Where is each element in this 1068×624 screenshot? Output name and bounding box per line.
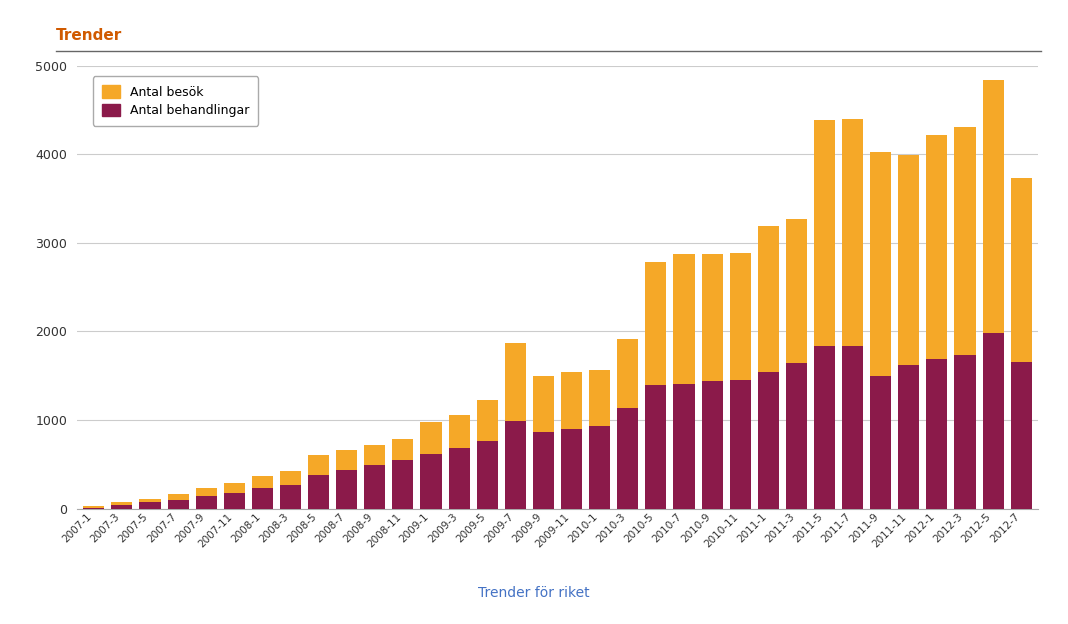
Bar [590,370,610,509]
Bar [224,483,245,509]
Bar [674,384,694,509]
Bar [870,152,891,509]
Bar [786,219,807,509]
Bar [168,500,189,509]
Bar [195,496,217,509]
Bar [702,254,723,509]
Bar [449,414,470,509]
Bar [983,333,1004,509]
Bar [280,485,301,509]
Bar [140,499,160,509]
Bar [729,253,751,509]
Bar [421,422,441,509]
Text: Trender: Trender [56,28,122,43]
Bar [364,465,386,509]
Bar [926,359,947,509]
Bar [505,421,525,509]
Bar [561,429,582,509]
Bar [645,384,666,509]
Bar [421,454,441,509]
Bar [561,372,582,509]
Bar [814,120,835,509]
Text: Trender för riket: Trender för riket [478,587,590,600]
Bar [617,339,639,509]
Bar [83,506,105,509]
Bar [898,365,920,509]
Bar [702,381,723,509]
Bar [870,376,891,509]
Bar [449,448,470,509]
Bar [252,488,273,509]
Bar [533,432,554,509]
Bar [168,494,189,509]
Bar [83,508,105,509]
Bar [729,379,751,509]
Bar [590,426,610,509]
Bar [758,372,779,509]
Legend: Antal besök, Antal behandlingar: Antal besök, Antal behandlingar [93,76,258,126]
Bar [476,441,498,509]
Bar [111,505,132,509]
Bar [955,355,975,509]
Bar [645,262,666,509]
Bar [140,502,160,509]
Bar [674,254,694,509]
Bar [758,226,779,509]
Bar [533,376,554,509]
Bar [955,127,975,509]
Bar [786,363,807,509]
Bar [392,439,413,509]
Bar [392,460,413,509]
Bar [308,475,329,509]
Bar [476,399,498,509]
Bar [252,475,273,509]
Bar [1010,178,1032,509]
Bar [842,346,863,509]
Bar [617,407,639,509]
Bar [926,135,947,509]
Bar [195,488,217,509]
Bar [308,456,329,509]
Bar [336,450,357,509]
Bar [842,119,863,509]
Bar [1010,363,1032,509]
Bar [336,470,357,509]
Bar [898,155,920,509]
Bar [505,343,525,509]
Bar [224,492,245,509]
Bar [814,346,835,509]
Bar [983,80,1004,509]
Bar [364,445,386,509]
Bar [111,502,132,509]
Bar [280,471,301,509]
